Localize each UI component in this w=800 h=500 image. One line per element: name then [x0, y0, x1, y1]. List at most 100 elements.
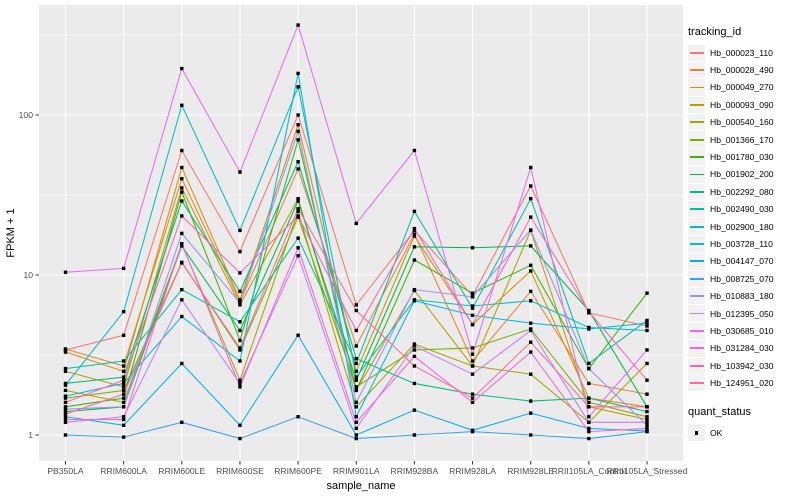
series-color-swatch	[688, 44, 705, 61]
series-color-swatch	[688, 287, 705, 305]
legend-item-label: Hb_002900_180	[710, 221, 774, 232]
data-point	[238, 170, 242, 174]
data-point	[587, 396, 591, 400]
legend-item-label: Hb_000093_090	[710, 99, 774, 110]
legend-item-label: Hb_103942_030	[710, 360, 774, 371]
legend-item-label: Hb_000028_490	[710, 65, 774, 76]
data-point	[238, 381, 242, 386]
x-tick-label: RRIM928LE	[507, 466, 554, 476]
series-color-swatch	[688, 96, 705, 114]
data-point	[121, 400, 126, 405]
data-point	[238, 328, 242, 333]
data-point	[121, 388, 126, 393]
series-line-icon	[689, 277, 704, 280]
data-point	[354, 361, 358, 366]
x-tick-label: RRIM928LA	[449, 466, 496, 476]
series-color-swatch	[688, 218, 705, 235]
data-point	[529, 328, 533, 333]
data-point	[354, 433, 358, 437]
data-point	[529, 263, 533, 267]
data-point	[645, 417, 649, 422]
data-point	[354, 221, 358, 226]
series-color-swatch	[688, 253, 705, 270]
x-tick-label: PB350LA	[47, 466, 84, 476]
data-point	[645, 429, 649, 434]
data-point	[121, 378, 126, 382]
series-line-icon	[689, 312, 704, 315]
data-point	[587, 309, 591, 314]
legend-item-label: Hb_010883_180	[710, 291, 774, 302]
data-point	[354, 385, 358, 389]
data-point	[121, 333, 126, 337]
data-point	[63, 407, 68, 411]
data-point	[412, 234, 417, 238]
data-point	[529, 289, 533, 294]
data-point	[238, 320, 242, 324]
data-point	[354, 415, 358, 419]
data-point	[238, 385, 242, 389]
legend-item-Hb_124951_020: Hb_124951_020	[688, 374, 798, 392]
x-tick-label: RRIM901LA	[333, 466, 380, 476]
data-point	[645, 328, 649, 333]
data-point	[470, 400, 475, 405]
legend-item-Hb_008725_070: Hb_008725_070	[688, 270, 798, 287]
x-axis-title: sample_name	[326, 480, 395, 492]
legend-item-label: Hb_008725_070	[710, 273, 774, 284]
series-line-icon	[689, 295, 704, 298]
series-line-icon	[689, 121, 704, 124]
data-point	[645, 409, 649, 414]
data-point	[238, 436, 242, 441]
legend-item-label: Hb_001366_170	[710, 134, 774, 145]
data-point	[587, 327, 591, 331]
data-point	[354, 436, 358, 441]
data-point	[354, 369, 358, 374]
data-point	[470, 304, 475, 308]
data-point	[296, 85, 300, 89]
data-point	[412, 433, 417, 437]
x-tick-label: RRIM600SE	[216, 466, 264, 476]
data-point	[645, 415, 649, 419]
data-point	[529, 340, 533, 344]
x-tick-label: RRII105LA_Stressed	[607, 466, 688, 476]
data-point	[645, 321, 649, 325]
data-point	[645, 291, 649, 295]
data-point	[296, 71, 300, 76]
legend-item-Hb_030685_010: Hb_030685_010	[688, 322, 798, 340]
data-point	[412, 354, 417, 359]
data-point	[645, 392, 649, 396]
legend-item-label: Hb_031284_030	[710, 343, 774, 354]
data-point	[238, 249, 242, 254]
data-point	[296, 196, 300, 201]
data-point	[180, 298, 184, 302]
data-point	[354, 420, 358, 425]
data-point	[180, 361, 184, 366]
data-point	[412, 381, 417, 386]
series-line-icon	[689, 138, 704, 141]
legend-item-Hb_010883_180: Hb_010883_180	[688, 287, 798, 305]
legend-item-Hb_001780_030: Hb_001780_030	[688, 148, 798, 166]
legend-item-Hb_002292_080: Hb_002292_080	[688, 183, 798, 201]
data-point	[412, 287, 417, 292]
data-point	[529, 411, 533, 415]
legend-item-Hb_103942_030: Hb_103942_030	[688, 357, 798, 374]
data-point	[587, 381, 591, 386]
x-tick-label: RRIM600LE	[158, 466, 205, 476]
data-point	[180, 103, 184, 107]
data-point	[296, 214, 300, 218]
data-point	[121, 392, 126, 396]
data-point	[645, 405, 649, 409]
series-line-icon	[689, 103, 704, 106]
x-tick-label: RRII105LA_Control	[552, 466, 627, 476]
data-point	[296, 129, 300, 134]
data-point	[296, 138, 300, 142]
data-point	[121, 309, 126, 314]
quant-status-legend: quant_status OK	[688, 406, 798, 441]
data-point	[645, 348, 649, 352]
data-point	[645, 426, 649, 431]
data-point	[645, 420, 649, 425]
series-color-swatch	[688, 357, 705, 374]
series-line-icon	[689, 330, 704, 332]
legend-item-label: Hb_002292_080	[710, 186, 774, 197]
series-line-icon	[689, 156, 704, 158]
series-color-swatch	[688, 305, 705, 322]
